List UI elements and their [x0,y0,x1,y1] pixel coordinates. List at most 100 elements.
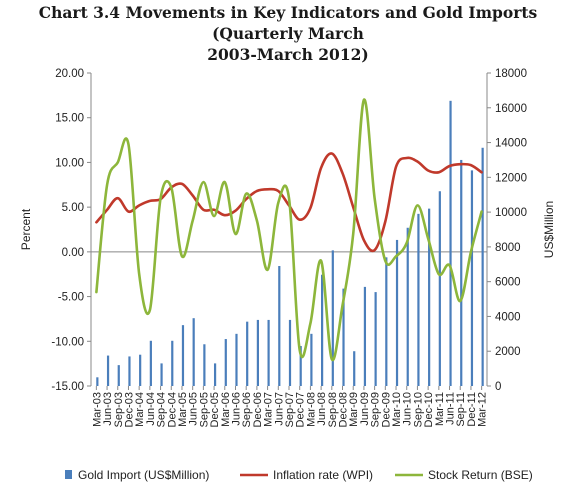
right-tick-label: 4000 [495,311,521,323]
x-tick-label: Sep-11 [455,392,467,427]
legend-gold-import-swatch [65,470,72,479]
chart-title-line1: Chart 3.4 Movements in Key Indicators an… [38,3,538,43]
legend-inflation-label: Inflation rate (WPI) [273,468,373,482]
x-tick-label: Jun-10 [402,392,414,426]
gold-import-bar [481,147,484,386]
x-tick-label: Jun-06 [230,392,242,426]
gold-import-bar [139,354,142,386]
gold-import-bar [428,208,431,386]
legend: Gold Import (US$Million) Inflation rate (… [65,468,533,482]
x-tick-label: Sep-04 [156,392,168,427]
x-tick-label: Jun-04 [145,392,157,426]
x-tick-label: Sep-09 [370,392,382,427]
gold-import-bar [374,292,377,386]
gold-import-bar [299,346,302,386]
gold-import-bar [460,159,463,386]
x-tick-label: Mar-08 [305,392,317,427]
x-tick-label: Mar-11 [434,392,446,426]
right-tick-label: 14000 [495,138,527,150]
left-tick-label: 5.00 [62,202,84,214]
right-axis-title: US$Million [542,201,556,258]
gold-import-bar [256,319,259,386]
x-tick-label: Sep-07 [284,392,296,427]
gold-import-bar [246,321,249,386]
left-tick-label: -5.00 [58,292,84,304]
x-tick-label: Mar-05 [177,392,189,427]
right-tick-label: 2000 [495,346,521,358]
gold-import-bar [203,344,206,386]
gold-import-bar [117,365,120,386]
x-tick-label: Dec-03 [123,392,135,427]
x-tick-label: Mar-10 [391,392,403,427]
x-tick-label: Dec-10 [423,392,435,427]
x-tick-label: Sep-03 [113,392,125,427]
right-tick-label: 16000 [495,103,527,115]
x-tick-label: Jun-09 [359,392,371,426]
left-tick-label: 20.00 [55,68,84,80]
left-tick-label: -10.00 [51,336,84,348]
right-tick-label: 18000 [495,68,527,80]
gold-import-bar [278,266,281,386]
gold-import-bar [235,333,238,386]
x-tick-label: Jun-07 [273,392,285,426]
legend-stock-return-label: Stock Return (BSE) [428,468,533,482]
x-tick-label: Mar-07 [263,392,275,427]
stock-return-line [95,98,483,362]
left-tick-label: -15.00 [51,381,84,393]
gold-import-bar [321,274,324,386]
gold-import-bar [160,363,163,386]
gold-import-bar [224,339,227,386]
gold-import-bar [363,286,367,386]
right-tick-label: 12000 [495,172,527,184]
gold-import-bar [149,340,152,386]
gold-import-bar [470,170,474,386]
x-tick-label: Dec-09 [380,392,392,427]
right-tick-label: 10000 [495,207,527,219]
right-tick-label: 8000 [495,242,521,254]
gold-import-bar [417,213,420,386]
x-tick-label: Dec-06 [252,392,264,427]
x-tick-label: Jun-11 [445,392,457,425]
x-tick-label: Mar-06 [220,392,232,427]
x-tick-label: Mar-12 [477,392,489,427]
x-tick-label: Jun-08 [316,392,328,426]
x-tick-label: Dec-05 [209,392,221,427]
gold-import-bar [310,333,313,386]
gold-import-bar [213,363,217,386]
gold-import-bar [385,257,388,386]
bars-layer [96,100,484,387]
x-tick-label: Jun-05 [188,392,200,426]
x-tick-label: Sep-05 [198,392,210,427]
x-tick-label: Dec-04 [166,392,178,427]
gold-import-bar [353,351,356,386]
left-tick-label: 15.00 [55,113,84,125]
gold-import-bar [331,250,334,386]
x-tick-label: Mar-09 [348,392,360,427]
x-tick-label: Jun-03 [102,392,114,426]
right-tick-label: 6000 [495,277,521,289]
right-tick-label: 0 [495,381,501,393]
gold-import-bar [449,100,452,387]
left-tick-label: 0.00 [62,247,84,259]
chart-title: Chart 3.4 Movements in Key Indicators an… [0,2,576,65]
x-tick-label: Sep-08 [327,392,339,427]
gold-import-bar [192,318,195,386]
chart-title-line2: 2003-March 2012) [207,45,369,64]
gold-import-bar [267,319,270,386]
gold-import-bar [342,288,345,386]
x-tick-label: Sep-06 [241,392,253,427]
gold-import-bar [288,319,292,386]
gold-import-bar [128,356,131,386]
gold-import-bar [96,377,99,386]
gold-import-bar [171,340,174,386]
gold-import-bar [438,191,441,386]
gold-import-bar [395,239,399,386]
x-tick-label: Dec-11 [466,392,478,427]
x-tick-label: Mar-04 [134,392,146,427]
x-tick-label: Mar-03 [91,392,103,427]
x-tick-label: Dec-07 [295,392,307,427]
gold-import-bar [406,227,409,386]
left-axis-title: Percent [19,208,33,250]
x-tick-label: Dec-08 [338,392,350,427]
